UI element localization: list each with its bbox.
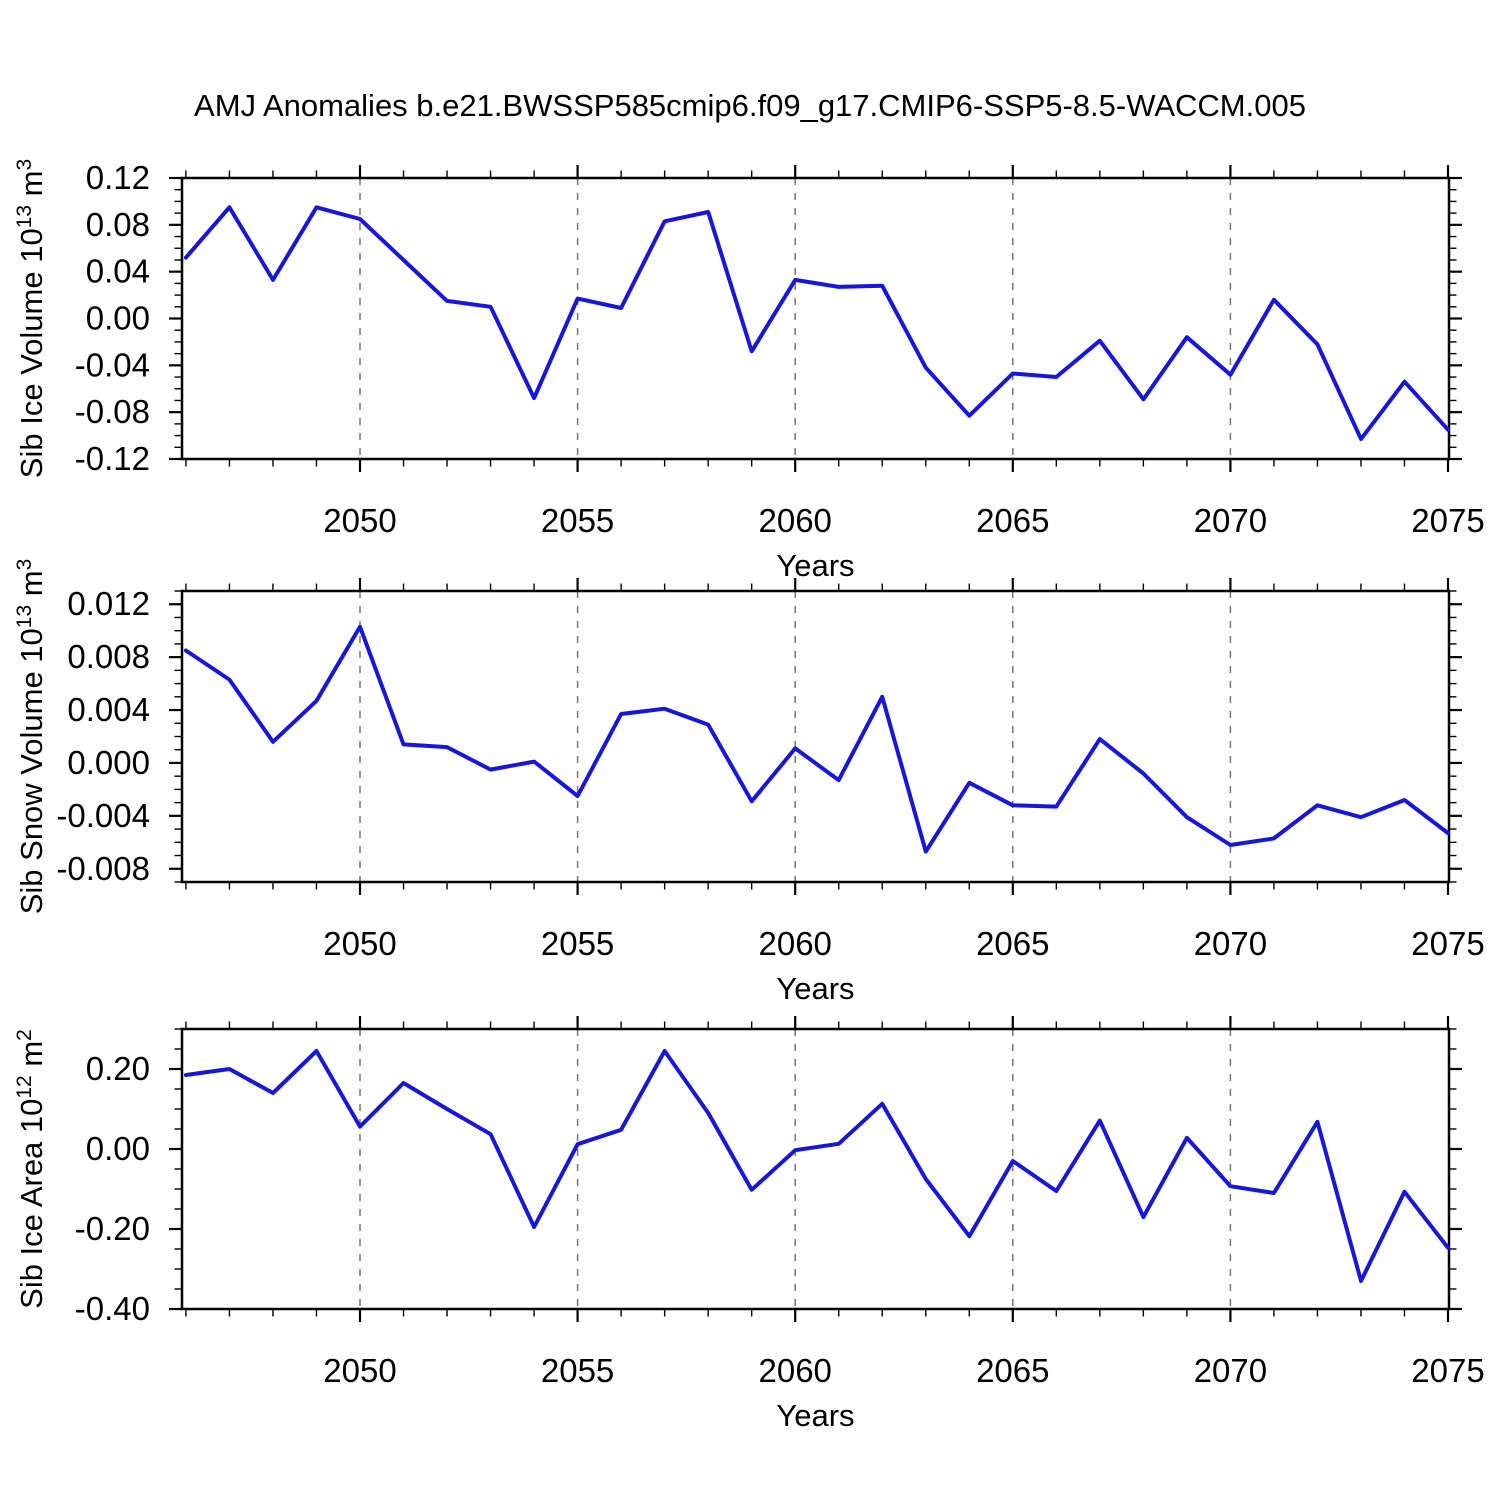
- panel-2-y-tick-label: -0.008: [56, 850, 150, 887]
- panel-3-y-tick-label: 0.00: [86, 1130, 150, 1167]
- panel-2-x-tick-label: 2075: [1411, 925, 1484, 962]
- panel-3-y-axis-title: Sib Ice Area 1012 m2: [13, 1029, 49, 1309]
- panel-2-x-tick-label: 2060: [758, 925, 831, 962]
- panel-2-x-tick-label: 2055: [541, 925, 614, 962]
- panel-1-y-tick-label: 0.12: [86, 159, 150, 196]
- panel-3-x-axis-title: Years: [776, 1398, 854, 1433]
- panel-3-x-tick-label: 2065: [976, 1352, 1049, 1389]
- panel-1-y-tick-label: 0.04: [86, 253, 150, 290]
- panel-3-y-tick-label: -0.20: [75, 1210, 150, 1247]
- panel-1-x-tick-label: 2050: [323, 502, 396, 539]
- panel-1-y-tick-label: -0.12: [75, 440, 150, 477]
- panel-3-y-tick-label: 0.20: [86, 1050, 150, 1087]
- panel-2-frame: [180, 589, 1451, 884]
- panel-3-x-tick-label: 2055: [541, 1352, 614, 1389]
- panel-2-series-line: [183, 624, 1450, 854]
- panel-1-y-tick-label: 0.08: [86, 206, 150, 243]
- panel-2-x-axis-title: Years: [776, 971, 854, 1006]
- panel-3-x-tick-label: 2075: [1411, 1352, 1484, 1389]
- panel-3-x-tick-label: 2050: [323, 1352, 396, 1389]
- panel-1-y-axis-title: Sib Ice Volume 1013 m3: [13, 159, 49, 478]
- panel-3-x-tick-label: 2060: [758, 1352, 831, 1389]
- panel-1-y-tick-label: 0.00: [86, 300, 150, 337]
- panel-2-x-tick-label: 2050: [323, 925, 396, 962]
- panel-3-frame: [180, 1027, 1451, 1311]
- panel-3-x-tick-label: 2070: [1194, 1352, 1267, 1389]
- panel-1-y-tick-label: -0.08: [75, 393, 150, 430]
- panel-1-y-tick-label: -0.04: [75, 346, 150, 383]
- chart-title: AMJ Anomalies b.e21.BWSSP585cmip6.f09_g1…: [194, 88, 1306, 123]
- panel-3-y-tick-label: -0.40: [75, 1290, 150, 1327]
- panel-2-y-tick-label: -0.004: [56, 797, 150, 834]
- panel-2-y-tick-label: 0.008: [67, 638, 150, 675]
- panel-1-x-tick-label: 2075: [1411, 502, 1484, 539]
- panel-1-x-tick-label: 2070: [1194, 502, 1267, 539]
- panel-1-x-tick-label: 2055: [541, 502, 614, 539]
- panel-1-x-axis-title: Years: [776, 548, 854, 583]
- panel-2-y-axis-title: Sib Snow Volume 1013 m3: [13, 559, 49, 915]
- panel-1-x-tick-label: 2065: [976, 502, 1049, 539]
- panel-1-frame: [180, 176, 1451, 461]
- panel-2-y-tick-label: 0.004: [67, 691, 150, 728]
- panel-2-x-tick-label: 2070: [1194, 925, 1267, 962]
- panel-1-x-tick-label: 2060: [758, 502, 831, 539]
- panel-2-y-tick-label: 0.000: [67, 744, 150, 781]
- panel-3-series-line: [183, 1049, 1450, 1283]
- panel-2-x-tick-label: 2065: [976, 925, 1049, 962]
- panel-2-y-tick-label: 0.012: [67, 585, 150, 622]
- panel-1-series-line: [183, 205, 1450, 442]
